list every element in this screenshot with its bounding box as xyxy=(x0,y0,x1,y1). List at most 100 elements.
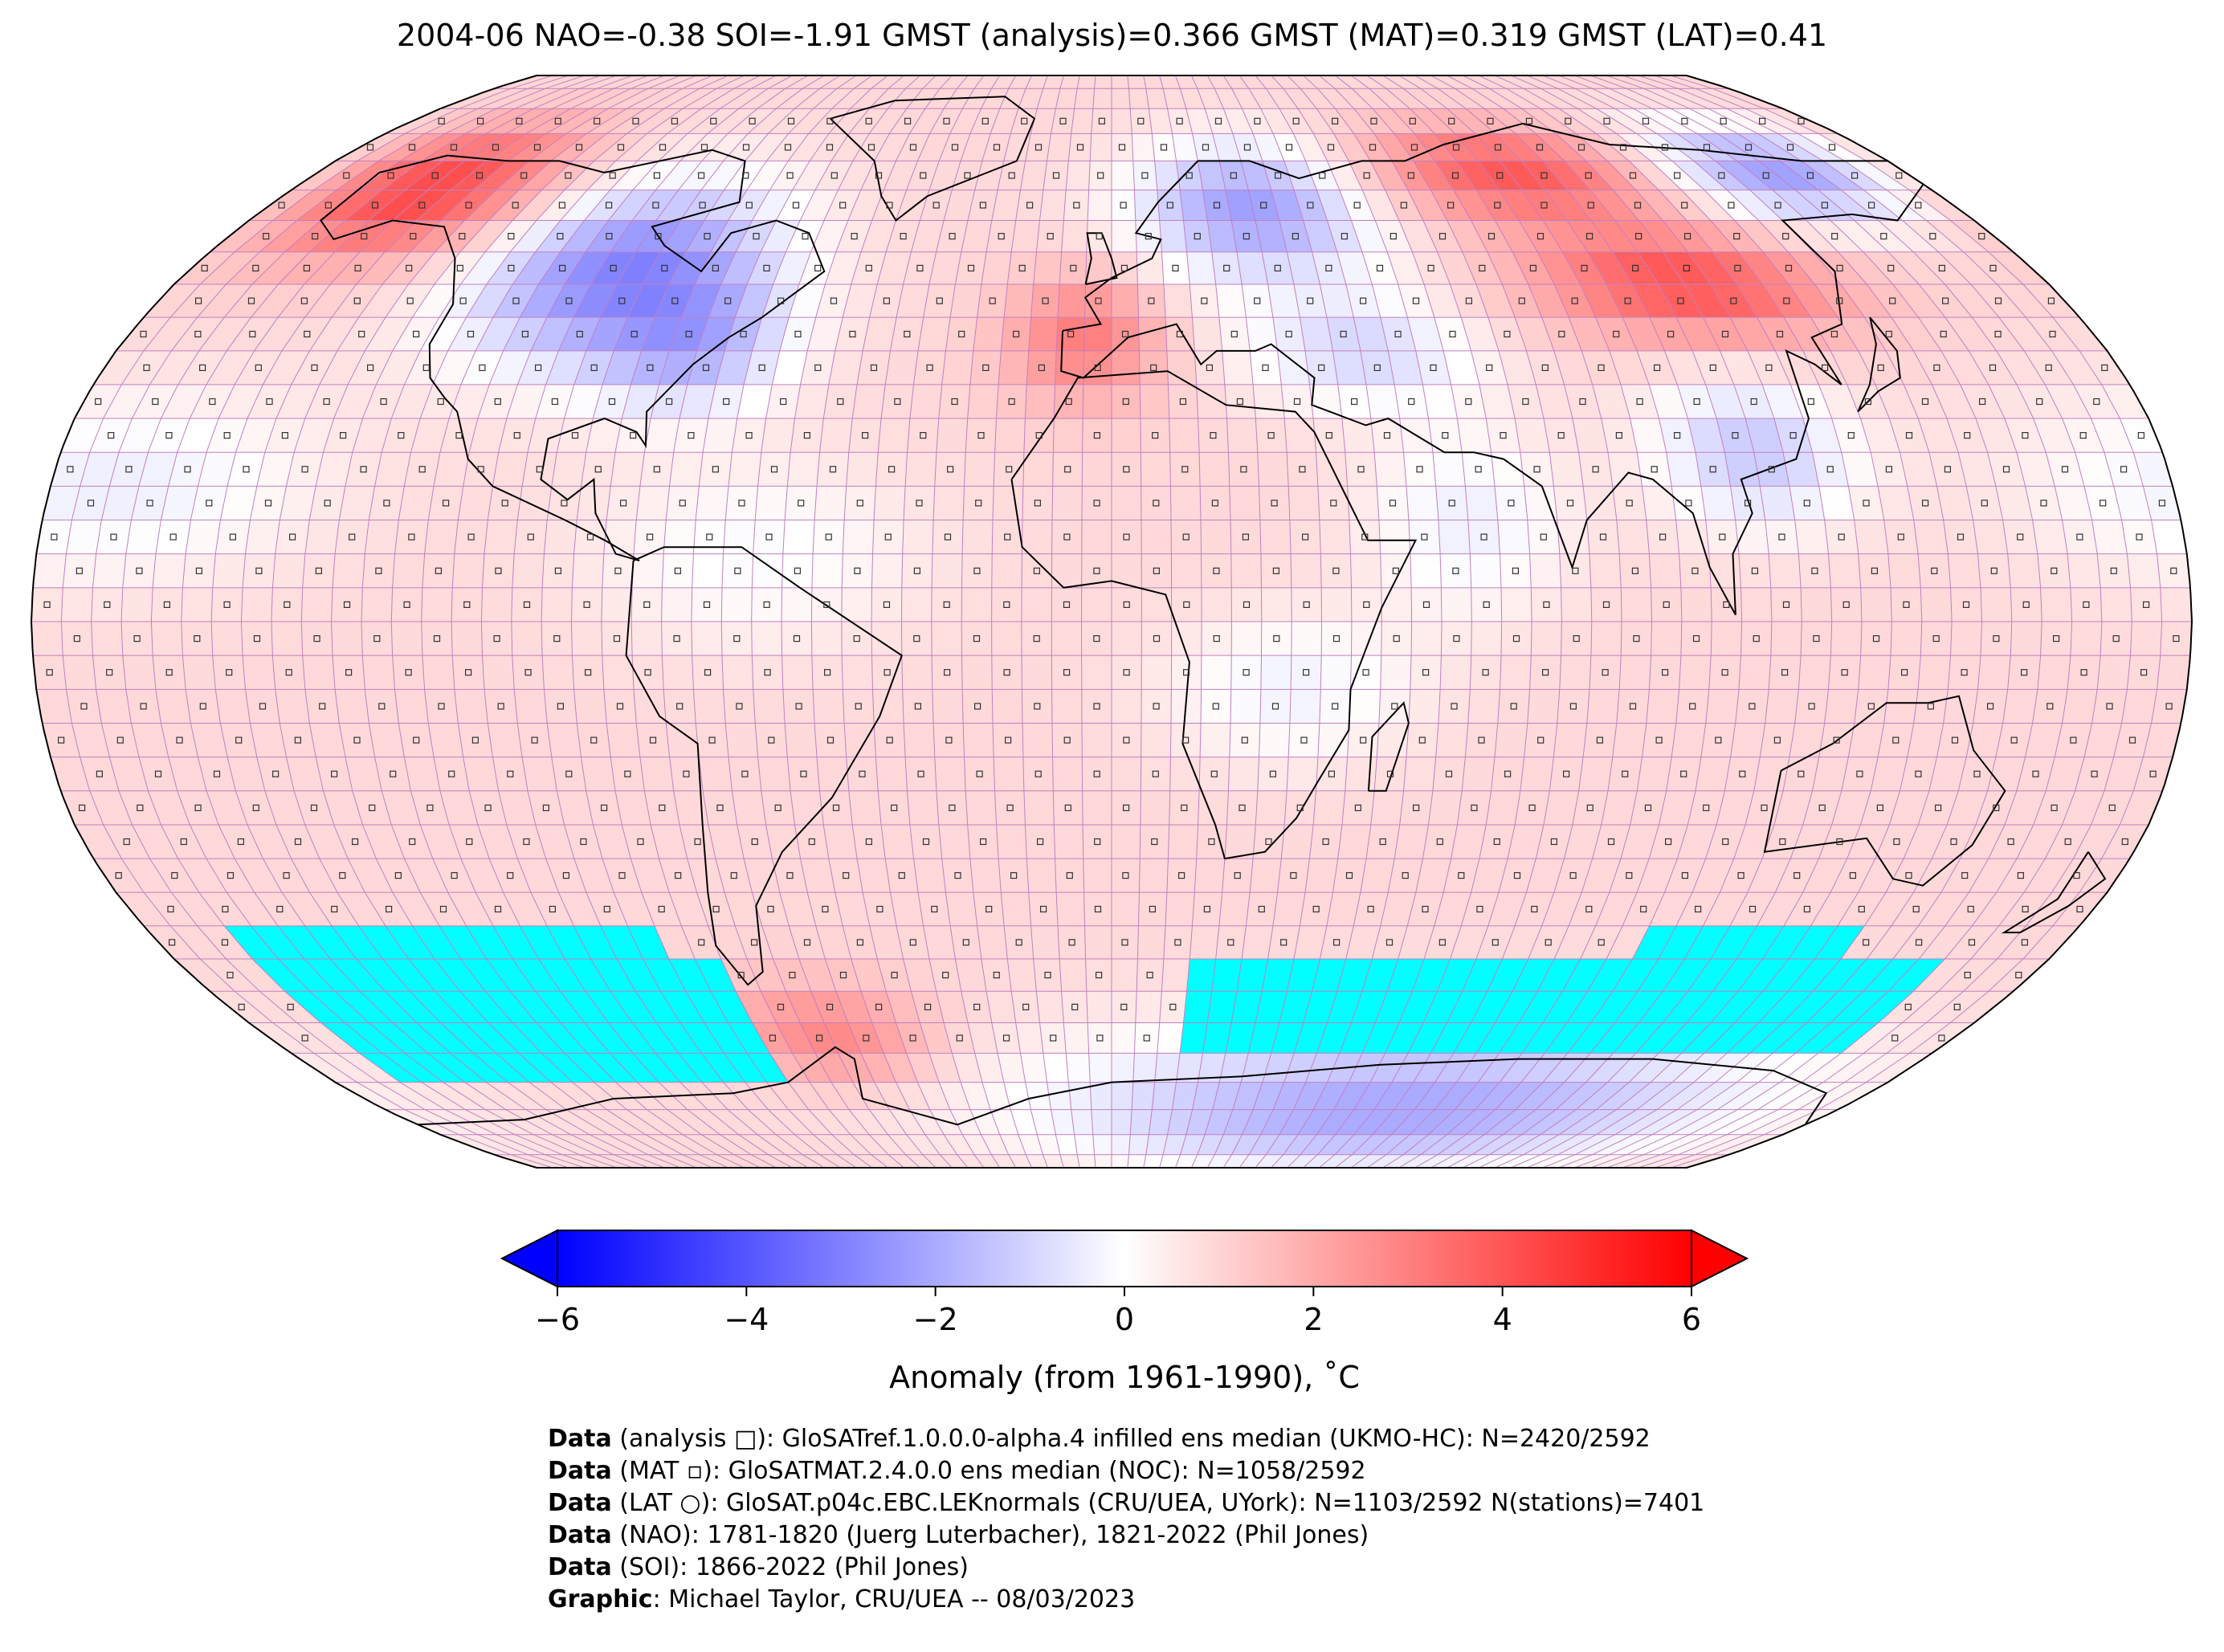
missing-grid-cell xyxy=(459,991,513,1023)
anomaly-grid-cell xyxy=(1616,689,1650,724)
anomaly-grid-cell xyxy=(1345,452,1377,487)
anomaly-grid-cell xyxy=(1484,1109,1536,1135)
anomaly-grid-cell xyxy=(723,520,756,554)
anomaly-grid-cell xyxy=(1941,859,1989,893)
missing-grid-cell xyxy=(585,991,633,1023)
anomaly-grid-cell xyxy=(1291,622,1322,656)
anomaly-grid-cell xyxy=(1066,1053,1091,1083)
anomaly-grid-cell xyxy=(831,1082,870,1110)
anomaly-grid-cell xyxy=(851,1134,889,1155)
anomaly-grid-cell xyxy=(220,486,257,520)
anomaly-grid-cell xyxy=(392,655,425,690)
anomaly-grid-cell xyxy=(1727,1109,1799,1135)
anomaly-grid-cell xyxy=(673,418,708,453)
anomaly-grid-cell xyxy=(1717,1082,1781,1110)
anomaly-grid-cell xyxy=(171,317,225,351)
anomaly-grid-cell xyxy=(934,452,966,487)
missing-grid-cell xyxy=(1303,991,1337,1023)
anomaly-grid-cell xyxy=(1790,825,1832,859)
anomaly-grid-cell xyxy=(101,486,139,520)
anomaly-grid-cell xyxy=(1398,925,1434,959)
anomaly-grid-cell xyxy=(1378,520,1410,554)
anomaly-grid-cell xyxy=(1112,418,1141,453)
anomaly-grid-cell xyxy=(1712,1134,1783,1155)
anomaly-grid-cell xyxy=(1592,384,1630,418)
anomaly-grid-cell xyxy=(1730,723,1765,757)
anomaly-grid-cell xyxy=(256,452,295,487)
anomaly-grid-cell xyxy=(720,1134,769,1155)
anomaly-grid-cell xyxy=(1200,723,1230,757)
anomaly-grid-cell xyxy=(458,486,493,520)
anomaly-grid-cell xyxy=(852,825,886,859)
missing-grid-cell xyxy=(486,959,536,992)
anomaly-grid-cell xyxy=(679,825,716,859)
anomaly-grid-cell xyxy=(235,991,297,1023)
anomaly-grid-cell xyxy=(1950,622,1982,656)
anomaly-grid-cell xyxy=(1572,790,1608,825)
anomaly-grid-cell xyxy=(1112,1022,1136,1054)
anomaly-grid-cell xyxy=(961,991,992,1023)
anomaly-grid-cell xyxy=(2104,452,2144,487)
anomaly-grid-cell xyxy=(198,892,251,926)
anomaly-grid-cell xyxy=(1023,790,1055,825)
anomaly-grid-cell xyxy=(1219,1053,1249,1083)
anomaly-grid-cell xyxy=(121,859,172,893)
anomaly-grid-cell xyxy=(1394,1082,1435,1110)
anomaly-grid-cell xyxy=(1386,1134,1429,1155)
anomaly-grid-cell xyxy=(1536,1082,1586,1110)
anomaly-grid-cell xyxy=(434,757,470,791)
anomaly-grid-cell xyxy=(1947,790,1988,825)
anomaly-grid-cell xyxy=(1564,384,1602,418)
anomaly-grid-cell xyxy=(1438,1134,1485,1155)
anomaly-grid-cell xyxy=(1198,1053,1226,1083)
anomaly-grid-cell xyxy=(161,486,198,520)
anomaly-grid-cell xyxy=(1141,689,1172,724)
anomaly-grid-cell xyxy=(1231,1134,1261,1155)
anomaly-grid-cell xyxy=(1201,520,1231,554)
anomaly-grid-cell xyxy=(1966,486,2003,520)
anomaly-grid-cell xyxy=(376,350,421,385)
anomaly-grid-cell xyxy=(881,384,914,418)
missing-grid-cell xyxy=(1888,959,1945,992)
anomaly-grid-cell xyxy=(1497,520,1530,554)
anomaly-grid-cell xyxy=(1059,1154,1080,1168)
anomaly-grid-cell xyxy=(477,384,518,418)
anomaly-grid-cell xyxy=(1052,486,1083,520)
anomaly-grid-cell xyxy=(781,587,812,622)
missing-grid-cell xyxy=(643,959,686,992)
anomaly-grid-cell xyxy=(1159,1154,1181,1168)
anomaly-grid-cell xyxy=(1622,1154,1679,1168)
anomaly-grid-cell xyxy=(1055,1134,1078,1155)
anomaly-grid-cell xyxy=(1858,350,1904,385)
anomaly-grid-cell xyxy=(93,350,144,385)
anomaly-grid-cell xyxy=(920,1022,953,1054)
anomaly-grid-cell xyxy=(1780,1053,1842,1083)
anomaly-grid-cell xyxy=(1601,790,1638,825)
anomaly-grid-cell xyxy=(573,689,607,724)
missing-grid-cell xyxy=(746,1053,789,1083)
anomaly-grid-cell xyxy=(1128,1134,1149,1155)
anomaly-grid-cell xyxy=(2127,655,2161,690)
anomaly-grid-cell xyxy=(1963,959,2023,992)
anomaly-grid-cell xyxy=(738,1134,786,1155)
anomaly-grid-cell xyxy=(973,892,1005,926)
anomaly-grid-cell xyxy=(779,892,816,926)
anomaly-grid-cell xyxy=(1643,1134,1708,1155)
anomaly-grid-cell xyxy=(875,452,908,487)
anomaly-grid-cell xyxy=(1590,1154,1644,1168)
anomaly-grid-cell xyxy=(1770,622,1802,656)
anomaly-grid-cell xyxy=(837,1154,872,1168)
anomaly-grid-cell xyxy=(481,587,512,622)
anomaly-grid-cell xyxy=(1636,1082,1694,1110)
anomaly-grid-cell xyxy=(2004,790,2046,825)
missing-grid-cell xyxy=(304,959,361,992)
missing-grid-cell xyxy=(1543,991,1588,1023)
anomaly-grid-cell xyxy=(511,587,543,622)
anomaly-grid-cell xyxy=(1201,655,1232,690)
anomaly-grid-cell xyxy=(1606,925,1650,959)
anomaly-grid-cell xyxy=(1969,859,2018,893)
anomaly-grid-cell xyxy=(902,520,934,554)
anomaly-grid-cell xyxy=(687,350,724,385)
anomaly-grid-cell xyxy=(2130,587,2162,622)
missing-grid-cell xyxy=(538,959,586,992)
